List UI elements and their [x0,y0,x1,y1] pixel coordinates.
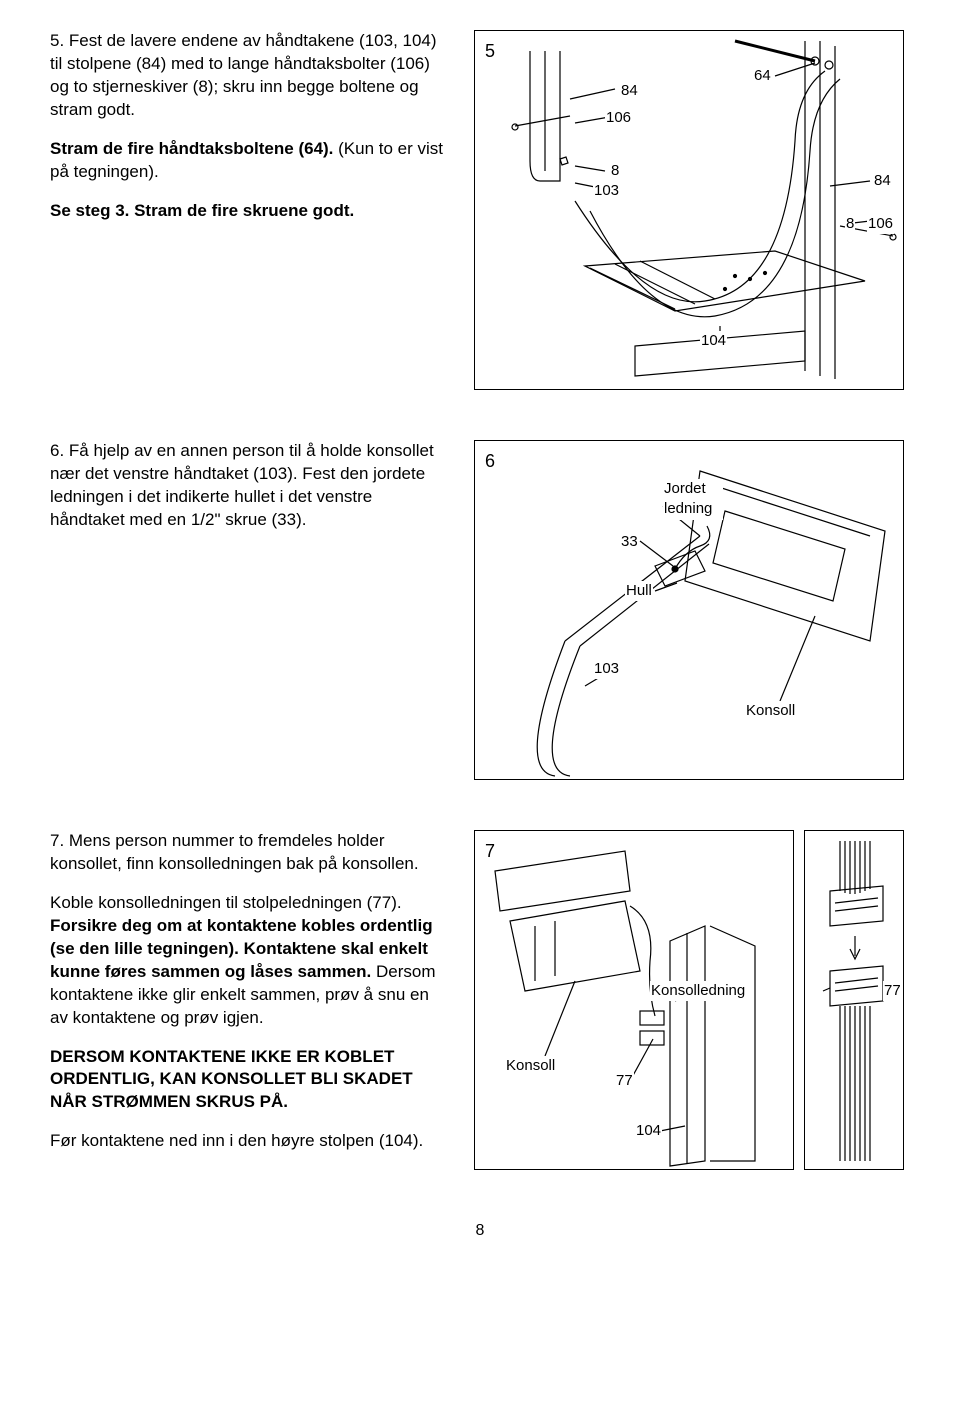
step-5-text: 5. Fest de lavere endene av håndtakene (… [50,30,450,390]
fig7-num: 7 [485,839,495,863]
label-hull: Hull [625,581,653,601]
fig6-num: 6 [485,449,495,473]
label-konsoll7: Konsoll [505,1056,556,1076]
step-5-p2: Stram de fire håndtaksboltene (64). (Kun… [50,138,450,184]
step-5-p1: 5. Fest de lavere endene av håndtakene (… [50,30,450,122]
label-77b: 77 [883,981,902,1001]
label-64: 64 [753,66,772,86]
page-number: 8 [50,1220,910,1242]
step-5: 5. Fest de lavere endene av håndtakene (… [50,30,910,390]
label-103b: 103 [593,659,620,679]
fig5-num: 5 [485,39,495,63]
label-33: 33 [620,532,639,552]
label-8: 8 [610,161,620,181]
figure-7-inset: 77 [804,830,904,1170]
step-5-p3: Se steg 3. Stram de fire skruene godt. [50,200,450,223]
label-jordet: Jordet ledning [663,479,723,520]
figure-7: 7 Konsolledning Konsoll 77 104 [474,830,794,1170]
figure-5: 5 84 106 64 8 103 84 8 106 104 [474,30,904,390]
step-6-p1: 6. Få hjelp av en annen person til å hol… [50,440,450,532]
label-104b: 104 [635,1121,662,1141]
label-84: 84 [620,81,639,101]
label-77a: 77 [615,1071,634,1091]
label-8b: 8 [845,214,855,234]
step-6-text: 6. Få hjelp av en annen person til å hol… [50,440,450,780]
label-106: 106 [605,108,632,128]
step-7: 7. Mens person nummer to fremdeles holde… [50,830,910,1170]
label-konsolledning: Konsolledning [650,981,746,1001]
step-6: 6. Få hjelp av en annen person til å hol… [50,440,910,780]
label-konsoll: Konsoll [745,701,796,721]
label-84b: 84 [873,171,892,191]
label-103: 103 [593,181,620,201]
label-106b: 106 [867,214,894,234]
label-104: 104 [700,331,727,351]
step-7-p2: Koble konsolledningen til stolpeledninge… [50,892,450,1030]
step-7-p3: DERSOM KONTAKTENE IKKE ER KOBLET ORDENTL… [50,1046,450,1115]
step-7-p1: 7. Mens person nummer to fremdeles holde… [50,830,450,876]
step-7-p4: Før kontaktene ned inn i den høyre stolp… [50,1130,450,1153]
figure-6: 6 Jordet ledning 33 Hull 103 Konsoll [474,440,904,780]
step-7-text: 7. Mens person nummer to fremdeles holde… [50,830,450,1170]
